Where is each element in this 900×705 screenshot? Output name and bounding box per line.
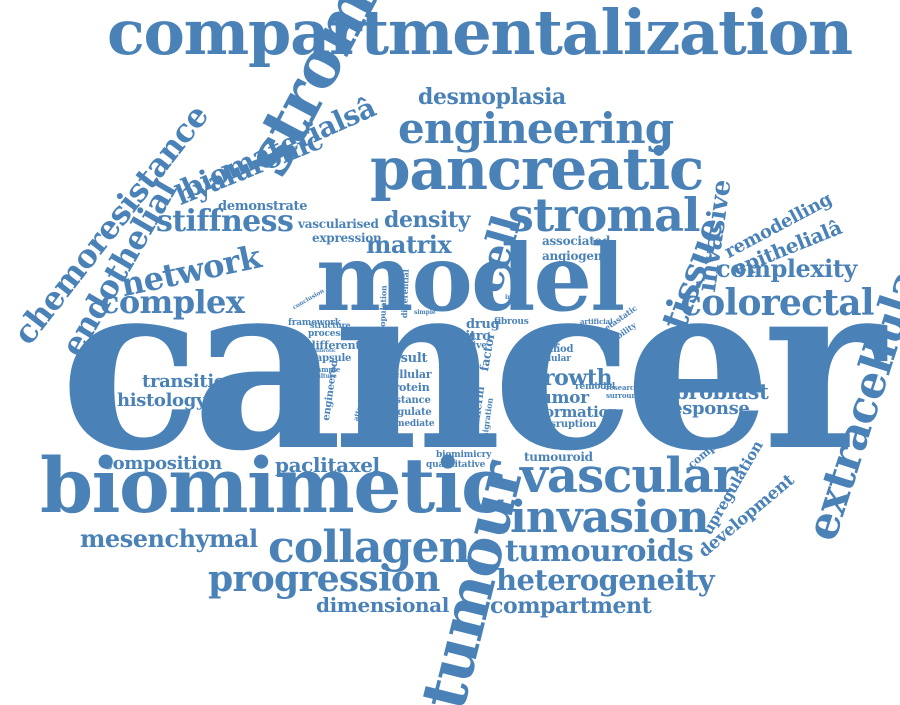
word-framework: framework xyxy=(288,318,341,328)
word-tumor: tumor xyxy=(532,388,589,408)
word-compartment: compartment xyxy=(490,593,652,619)
word-stromal: stromal xyxy=(508,188,700,242)
word-invade: invade xyxy=(505,294,527,301)
word-result: result xyxy=(386,351,428,366)
word-quantitative: quantitative xyxy=(426,460,486,470)
word-engineering: engineering xyxy=(398,104,674,153)
word-collagen: collagen xyxy=(268,522,471,573)
word-capsule: capsule xyxy=(310,353,352,364)
word-response: response xyxy=(662,398,750,419)
word-tumouroid: tumouroid xyxy=(524,450,593,464)
word-acellular: acellular xyxy=(528,354,571,364)
word-fibroblast: fibroblast xyxy=(658,379,769,404)
word-associated: associated xyxy=(542,234,611,248)
word-artificial: artificial xyxy=(580,317,613,326)
word-vascular: vascular xyxy=(520,448,738,504)
word-protein: protein xyxy=(386,381,430,394)
word-histology: histology xyxy=(117,390,207,411)
word-mesenchymal: mesenchymal xyxy=(80,524,258,553)
word-fibrous: fibrous xyxy=(494,317,529,327)
word-model: model xyxy=(316,224,625,332)
word-formation: formation xyxy=(538,403,619,421)
word-regulate: regulate xyxy=(386,407,432,418)
word-colorectal: colorectal xyxy=(680,282,875,324)
word-method: method xyxy=(532,344,574,355)
word-angiogenic: angiogenic xyxy=(542,249,614,263)
word-demonstrate: demonstrate xyxy=(218,199,308,214)
word-fibrotic: fibrotic xyxy=(316,348,336,354)
word-stiffness: stiffness xyxy=(156,204,294,239)
word-processes: processes xyxy=(308,329,356,339)
word-heterogeneity: heterogeneity xyxy=(496,563,715,597)
word-dimensional: dimensional xyxy=(316,593,449,617)
word-advance: advance xyxy=(529,340,560,349)
word-vascularised: vascularised xyxy=(298,217,379,231)
word-transition: transition xyxy=(142,371,239,392)
word-compartmentalization: compartmentalization xyxy=(107,0,853,69)
word-sample: sample xyxy=(313,365,341,374)
word-simple: simple xyxy=(414,309,436,316)
word-remodel: remodel xyxy=(575,382,616,392)
word-cancer: cancer xyxy=(60,229,885,502)
word-complex: complex xyxy=(100,283,245,321)
word-mediate: mediate xyxy=(395,419,435,429)
word-biomimetic: biomimetic xyxy=(40,441,507,530)
word-structure: structure xyxy=(310,320,351,330)
word-mass: mass xyxy=(458,331,479,377)
word-invasion: invasion xyxy=(510,492,709,543)
word-research: research xyxy=(606,383,639,392)
word-biomimicry: biomimicry xyxy=(436,450,492,460)
word-culture: culture xyxy=(313,373,337,380)
word-tumouroids: tumouroids xyxy=(505,534,694,569)
word-different: different xyxy=(308,339,361,352)
word-matrix: matrix xyxy=(366,230,452,259)
word-expression: expression xyxy=(312,231,382,245)
word-density: density xyxy=(384,207,470,233)
word-desmoplasia: desmoplasia xyxy=(418,84,566,110)
word-drug: drug xyxy=(466,317,500,332)
word-complexity: complexity xyxy=(716,254,857,283)
word-population: population xyxy=(377,285,389,333)
word-vitro: vitro xyxy=(458,329,491,344)
word-central: central xyxy=(533,334,557,341)
word-paclitaxel: paclitaxel xyxy=(275,453,380,477)
word-progression: progression xyxy=(208,558,440,600)
word-distance: distance xyxy=(385,395,431,406)
word-growth: growth xyxy=(528,365,613,391)
word-surface: surface xyxy=(536,327,565,336)
word-surround: surround xyxy=(606,391,642,400)
word-pancreatic: pancreatic xyxy=(370,135,704,203)
word-disruption: disruption xyxy=(540,419,597,430)
word-cellular: cellular xyxy=(386,368,432,381)
word-differential: differential xyxy=(399,269,411,319)
word-composition: composition xyxy=(102,453,222,474)
word-active: active xyxy=(458,341,487,351)
